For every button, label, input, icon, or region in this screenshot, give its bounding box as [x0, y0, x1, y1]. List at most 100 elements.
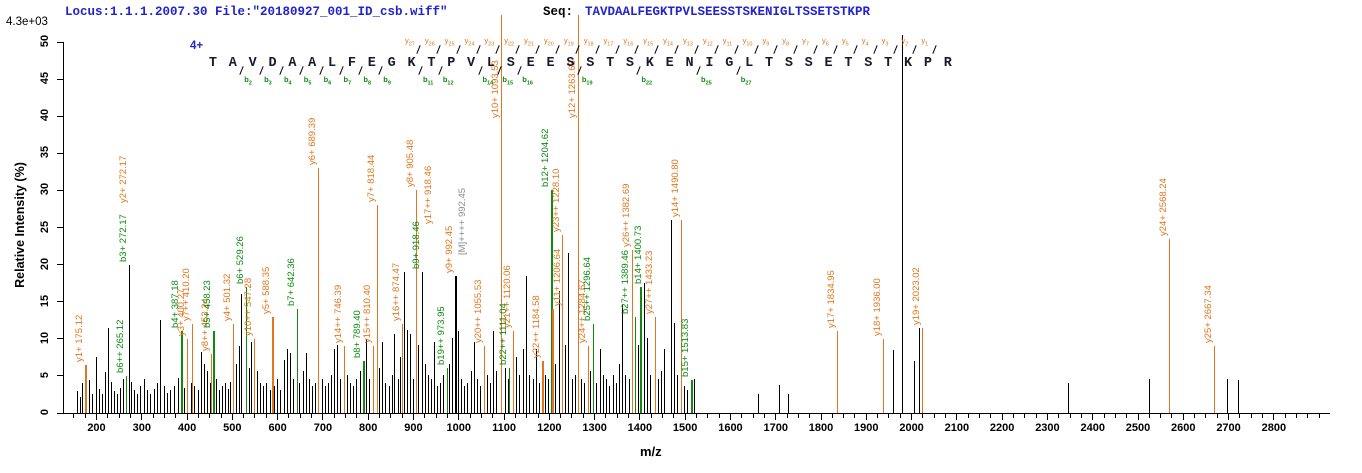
annotated-peak [551, 190, 553, 413]
peak-label: b7+ 642.36 [285, 258, 297, 307]
y-tick [57, 301, 63, 303]
x-tick-label: 800 [359, 422, 378, 434]
x-major-tick [865, 414, 867, 420]
peak [664, 349, 666, 413]
x-minor-tick [480, 414, 482, 418]
peak [79, 396, 81, 413]
peak [382, 341, 384, 413]
x-tick-label: 2600 [1171, 422, 1196, 434]
annotated-peak [401, 323, 404, 413]
y-ion-flag-mark [416, 45, 421, 54]
residue: T [764, 56, 774, 71]
peak-label: y17++ 918.46 [422, 165, 434, 225]
peak [410, 334, 412, 413]
x-minor-tick [1216, 414, 1218, 418]
peak-label: y19+ 2023.02 [911, 266, 922, 325]
peak [251, 341, 253, 413]
residue: P [447, 56, 456, 71]
annotated-peak [421, 272, 424, 413]
x-minor-tick [129, 414, 131, 418]
annotated-peak [376, 205, 378, 413]
annotated-peak [922, 327, 924, 413]
x-major-tick [1137, 414, 1139, 420]
residue: E [526, 56, 535, 71]
y-ion-flag-label: y20 [543, 36, 554, 48]
residue: S [864, 56, 873, 71]
peak [321, 378, 323, 413]
peak [388, 386, 390, 413]
x-minor-tick [1295, 414, 1297, 418]
residue: K [407, 56, 416, 71]
peak [184, 387, 186, 413]
peak [194, 386, 196, 413]
peak [201, 352, 203, 413]
peak-label: b5+ 458.23 [202, 280, 214, 329]
peak [221, 386, 223, 413]
y-ion-flag-mark [674, 45, 679, 54]
b-ion-flag-label: b4 [283, 75, 292, 87]
peak-label: y25+ 2667.34 [1202, 285, 1214, 344]
x-minor-tick [209, 414, 211, 418]
peak [350, 382, 352, 413]
peak [486, 375, 488, 413]
residue: S [784, 56, 793, 71]
peak [230, 381, 232, 413]
x-minor-tick [922, 414, 924, 418]
peak [397, 378, 399, 413]
y-tick-label: 40 [39, 109, 51, 122]
x-major-tick [1001, 414, 1003, 420]
peak-label: y18+ 1936.00 [871, 277, 883, 336]
peak-label: y2+ 272.17 [118, 155, 130, 203]
y-ion-flag-label: y15 [643, 36, 654, 48]
peak [694, 378, 696, 413]
y-ion-flag-mark [892, 45, 898, 54]
peak [147, 389, 149, 413]
y-ion-flag-label: y17 [603, 36, 614, 48]
x-tick-label: 2400 [1080, 422, 1105, 434]
x-minor-tick [707, 414, 709, 418]
peak [113, 390, 115, 413]
peak [308, 378, 310, 413]
peak-label: y27++ 1433.23 [643, 250, 655, 314]
x-minor-tick [1080, 414, 1082, 418]
x-minor-tick [197, 414, 199, 418]
peak [529, 375, 531, 413]
peak [312, 386, 314, 413]
peak [1237, 380, 1239, 413]
residue: L [328, 56, 337, 71]
peak [605, 378, 607, 413]
x-tick-label: 1000 [446, 422, 471, 434]
x-tick-label: 1100 [492, 422, 516, 434]
x-axis-line [63, 413, 1330, 414]
peak [276, 378, 278, 413]
x-major-tick [458, 414, 460, 420]
x-minor-tick [616, 414, 618, 418]
residue: T [208, 56, 217, 71]
y-ion-flag-label: y26 [424, 36, 435, 48]
x-minor-tick [673, 414, 675, 418]
peak [1226, 378, 1228, 413]
x-minor-tick [1012, 414, 1014, 418]
peak [331, 375, 333, 413]
x-major-tick [141, 414, 143, 420]
peak-label: y1+ 175.12 [74, 314, 86, 362]
x-major-tick [1092, 414, 1094, 420]
peak-label: y26++ 1382.69 [621, 183, 633, 247]
peak [496, 371, 498, 413]
x-tick-label: 2700 [1216, 422, 1241, 434]
y-ion-flag-mark [436, 45, 441, 54]
x-minor-tick [1307, 414, 1309, 418]
x-major-tick [186, 414, 188, 420]
peak [470, 371, 472, 413]
x-tick-label: 1300 [582, 422, 607, 434]
peak [449, 364, 451, 413]
peak [283, 360, 285, 413]
y-ion-flag-mark [654, 45, 660, 54]
x-minor-tick [1058, 414, 1060, 418]
x-minor-tick [809, 414, 811, 418]
y-tick-label: 50 [39, 34, 51, 48]
x-minor-tick [718, 414, 720, 418]
peak [368, 378, 370, 413]
annotated-peak [446, 368, 449, 413]
